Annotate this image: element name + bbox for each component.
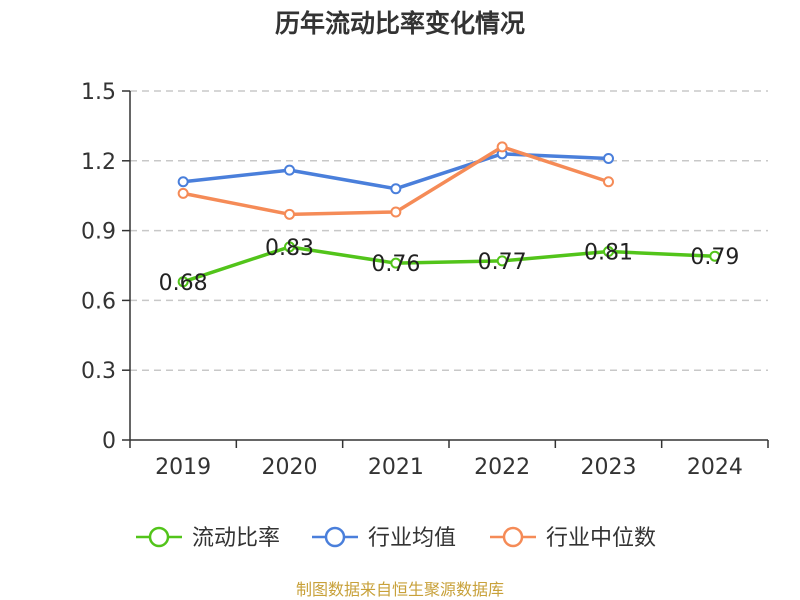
data-label: 0.68 xyxy=(159,271,208,296)
data-point[interactable] xyxy=(496,255,508,267)
x-tick-label: 2021 xyxy=(368,455,424,480)
data-point[interactable] xyxy=(284,208,295,220)
gridlines xyxy=(130,90,768,371)
legend-marker-icon xyxy=(324,526,346,548)
y-tick-label: 0.6 xyxy=(81,289,116,314)
data-point[interactable] xyxy=(284,164,295,176)
data-label: 0.79 xyxy=(690,245,739,270)
y-tick-label: 0 xyxy=(102,429,116,454)
axes: 0 0.3 0.6 0.9 1.2 1.5 2019 2020 2021 2022 2023 2024 xyxy=(81,80,769,480)
data-point[interactable] xyxy=(603,176,614,188)
data-label: 0.76 xyxy=(371,252,420,277)
data-label: 0.83 xyxy=(265,236,314,261)
data-point[interactable] xyxy=(603,246,614,258)
x-tick-label: 2019 xyxy=(155,455,211,480)
data-point[interactable] xyxy=(390,183,402,195)
y-tick-label: 0.3 xyxy=(81,359,116,384)
data-label: 0.81 xyxy=(584,241,633,266)
data-point[interactable] xyxy=(177,187,189,199)
y-tick-label: 1.2 xyxy=(81,150,116,175)
legend-marker-icon xyxy=(148,526,170,548)
source-note: 制图数据来自恒生聚源数据库 xyxy=(296,580,504,599)
legend[interactable]: 流动比率 行业均值 行业中位数 xyxy=(136,526,656,551)
data-point[interactable] xyxy=(603,152,614,164)
data-labels: 0.68 0.83 0.76 0.77 0.81 0.79 xyxy=(159,236,740,296)
data-point[interactable] xyxy=(177,176,189,188)
legend-item-2[interactable]: 行业中位数 xyxy=(490,526,656,551)
x-tick-label: 2023 xyxy=(581,455,637,480)
data-point[interactable] xyxy=(390,257,402,269)
x-tick-label: 2022 xyxy=(474,455,530,480)
data-point[interactable] xyxy=(284,241,295,253)
chart-title: 历年流动比率变化情况 xyxy=(275,9,525,38)
data-point[interactable] xyxy=(390,206,402,218)
data-point[interactable] xyxy=(496,141,508,153)
data-label: 0.77 xyxy=(478,250,527,275)
legend-label: 行业均值 xyxy=(368,526,456,551)
y-tick-label: 0.9 xyxy=(81,220,116,245)
legend-marker-icon xyxy=(502,526,524,548)
series-lines xyxy=(177,141,721,288)
legend-label: 流动比率 xyxy=(192,526,280,551)
series-line-0 xyxy=(181,245,717,284)
y-tick-label: 1.5 xyxy=(81,80,116,105)
data-point[interactable] xyxy=(709,250,721,262)
x-tick-label: 2024 xyxy=(687,455,743,480)
legend-item-1[interactable]: 行业均值 xyxy=(312,526,456,551)
legend-label: 行业中位数 xyxy=(546,526,656,551)
x-tick-label: 2020 xyxy=(262,455,318,480)
data-point[interactable] xyxy=(177,276,189,288)
legend-item-0[interactable]: 流动比率 xyxy=(136,526,280,551)
